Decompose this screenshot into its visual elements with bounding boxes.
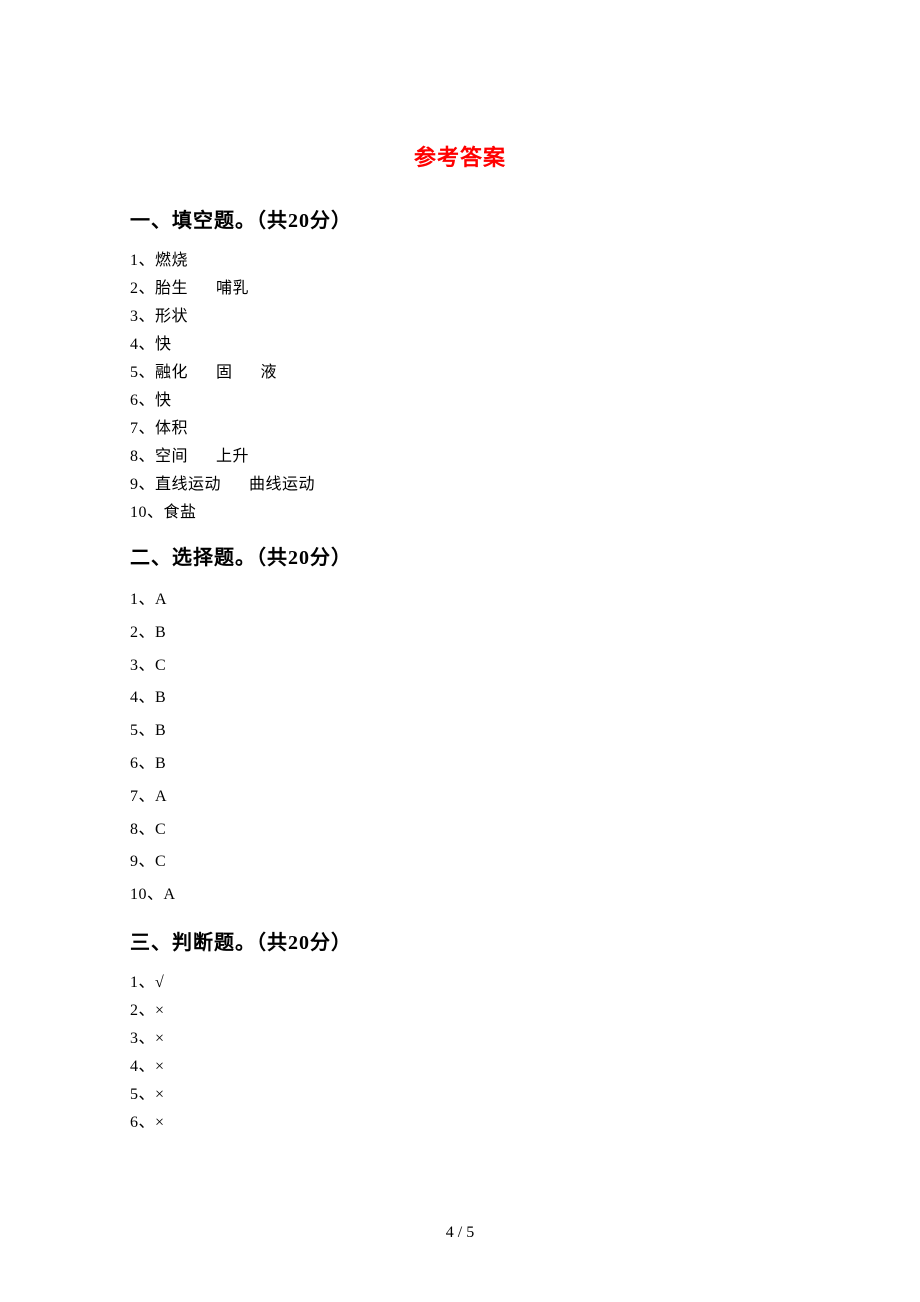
- item-number: 10、: [130, 886, 164, 903]
- section-fill-heading: 一、填空题。（共20分）: [130, 204, 790, 233]
- choice-item: 3、C: [130, 650, 790, 683]
- item-number: 2、: [130, 624, 155, 641]
- fill-item: 2、胎生 哺乳: [130, 275, 790, 303]
- choice-item: 6、B: [130, 748, 790, 781]
- item-value: 食盐: [164, 504, 197, 521]
- item-value: C: [155, 657, 166, 674]
- item-value: C: [155, 821, 166, 838]
- item-value: 快: [155, 336, 172, 353]
- item-value: ×: [155, 1114, 165, 1131]
- item-value: 胎生: [155, 280, 188, 297]
- fill-item: 3、形状: [130, 303, 790, 331]
- fill-item: 7、体积: [130, 415, 790, 443]
- item-value: 空间: [155, 448, 188, 465]
- section-judge-heading: 三、判断题。（共20分）: [130, 926, 790, 955]
- item-number: 10、: [130, 504, 164, 521]
- choice-item: 5、B: [130, 715, 790, 748]
- judge-item: 4、×: [130, 1053, 790, 1081]
- item-number: 2、: [130, 280, 155, 297]
- item-value: B: [155, 689, 166, 706]
- item-number: 4、: [130, 1058, 155, 1075]
- judge-item: 2、×: [130, 997, 790, 1025]
- fill-item: 9、直线运动 曲线运动: [130, 471, 790, 499]
- section-choice-heading: 二、选择题。（共20分）: [130, 541, 790, 570]
- fill-item: 1、燃烧: [130, 247, 790, 275]
- item-value: A: [155, 788, 167, 805]
- item-number: 7、: [130, 420, 155, 437]
- choice-item: 9、C: [130, 846, 790, 879]
- page-title: 参考答案: [130, 140, 790, 172]
- item-number: 8、: [130, 821, 155, 838]
- item-value: 体积: [155, 420, 188, 437]
- fill-item: 10、食盐: [130, 499, 790, 527]
- item-number: 3、: [130, 1030, 155, 1047]
- item-value: ×: [155, 1002, 165, 1019]
- item-value: 曲线运动: [249, 476, 315, 493]
- item-value: 直线运动: [155, 476, 221, 493]
- item-number: 4、: [130, 689, 155, 706]
- item-number: 3、: [130, 308, 155, 325]
- item-value: 液: [261, 364, 278, 381]
- item-number: 7、: [130, 788, 155, 805]
- item-number: 6、: [130, 1114, 155, 1131]
- item-value: A: [164, 886, 176, 903]
- item-number: 4、: [130, 336, 155, 353]
- item-value: 形状: [155, 308, 188, 325]
- item-number: 1、: [130, 974, 155, 991]
- item-number: 3、: [130, 657, 155, 674]
- item-value: B: [155, 624, 166, 641]
- fill-item: 5、融化 固 液: [130, 359, 790, 387]
- item-value: 融化: [155, 364, 188, 381]
- item-value: ×: [155, 1086, 165, 1103]
- item-number: 8、: [130, 448, 155, 465]
- item-value: 快: [155, 392, 172, 409]
- choice-item: 4、B: [130, 682, 790, 715]
- judge-item: 3、×: [130, 1025, 790, 1053]
- item-value: 哺乳: [216, 280, 249, 297]
- judge-item: 5、×: [130, 1081, 790, 1109]
- item-number: 1、: [130, 252, 155, 269]
- item-value: A: [155, 591, 167, 608]
- item-value: 固: [216, 364, 233, 381]
- item-value: ×: [155, 1030, 165, 1047]
- item-value: C: [155, 853, 166, 870]
- item-value: 燃烧: [155, 252, 188, 269]
- item-number: 6、: [130, 392, 155, 409]
- choice-item: 10、A: [130, 879, 790, 912]
- choice-item: 2、B: [130, 617, 790, 650]
- choice-item: 8、C: [130, 814, 790, 847]
- item-number: 9、: [130, 853, 155, 870]
- item-value: ×: [155, 1058, 165, 1075]
- item-value: 上升: [216, 448, 249, 465]
- item-number: 5、: [130, 1086, 155, 1103]
- item-number: 1、: [130, 591, 155, 608]
- fill-item: 6、快: [130, 387, 790, 415]
- item-value: B: [155, 722, 166, 739]
- item-value: B: [155, 755, 166, 772]
- fill-item: 4、快: [130, 331, 790, 359]
- item-value: √: [155, 974, 164, 991]
- item-number: 2、: [130, 1002, 155, 1019]
- item-number: 6、: [130, 755, 155, 772]
- item-number: 5、: [130, 364, 155, 381]
- page-footer: 4 / 5: [0, 1224, 920, 1242]
- item-number: 5、: [130, 722, 155, 739]
- item-number: 9、: [130, 476, 155, 493]
- fill-item: 8、空间 上升: [130, 443, 790, 471]
- choice-item: 7、A: [130, 781, 790, 814]
- judge-item: 6、×: [130, 1109, 790, 1137]
- choice-item: 1、A: [130, 584, 790, 617]
- judge-item: 1、√: [130, 969, 790, 997]
